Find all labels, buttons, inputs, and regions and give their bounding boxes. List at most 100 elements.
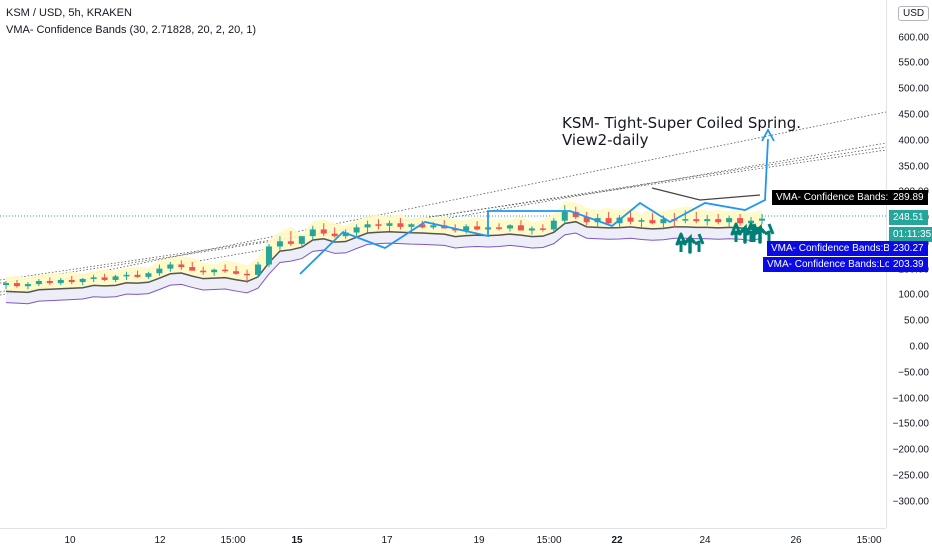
- candle-body: [287, 241, 294, 244]
- x-tick-label: 15: [291, 535, 303, 546]
- countdown-badge: 01:11:35: [889, 227, 932, 242]
- plot-badge-label: VMA- Confidence Bands:Plot: [772, 190, 910, 205]
- candle-body: [660, 219, 667, 224]
- plot-badge-value: 289.89: [889, 190, 928, 205]
- candle-body: [528, 228, 535, 231]
- candle-body: [693, 219, 700, 222]
- candle-body: [309, 229, 316, 237]
- candle-body: [298, 236, 305, 244]
- plot-line: [651, 187, 761, 201]
- y-tick-label: 450.00: [898, 109, 929, 121]
- x-tick-label: 12: [154, 535, 166, 546]
- candle-body: [90, 277, 97, 279]
- candle-body: [550, 220, 557, 230]
- candle-body: [112, 276, 119, 280]
- candle-body: [145, 273, 152, 277]
- y-tick-label: −300.00: [892, 496, 929, 508]
- candle-body: [627, 217, 634, 222]
- candle-body: [35, 281, 42, 285]
- candle-body: [79, 278, 86, 283]
- symbol-title[interactable]: KSM / USD, 5h, KRAKEN: [6, 7, 132, 19]
- candle-body: [430, 225, 437, 228]
- basis-line: [5, 220, 763, 294]
- x-tick-label: 26: [790, 535, 802, 546]
- candle-body: [561, 211, 568, 221]
- candle-body: [419, 224, 426, 228]
- y-tick-label: −200.00: [892, 444, 929, 456]
- candle-body: [649, 220, 656, 224]
- candle-body: [737, 218, 744, 224]
- x-tick-label: 15:00: [536, 535, 562, 546]
- x-tick-label: 10: [64, 535, 76, 546]
- projection-arrowhead: [761, 128, 775, 142]
- time-axis[interactable]: 10 12 15:00 15 17 19 15:00 22 24 26 15:00: [0, 528, 886, 551]
- y-tick-label: 350.00: [898, 161, 929, 173]
- y-tick-label: 500.00: [898, 83, 929, 95]
- candle-body: [167, 264, 174, 269]
- chart-annotation[interactable]: KSM- Tight-Super Coiled Spring. View2-da…: [562, 115, 801, 149]
- candle-body: [682, 219, 689, 221]
- up-arrow-icon: [745, 222, 757, 242]
- lower-band-line: [5, 232, 763, 305]
- candle-body: [748, 220, 755, 224]
- up-arrow-icon: [754, 223, 766, 244]
- candle-body: [320, 229, 327, 234]
- candle-body: [507, 225, 513, 229]
- candle-body: [211, 269, 218, 273]
- lower-band-fill: [6, 221, 762, 304]
- candle-body: [331, 233, 338, 237]
- up-arrow-icon: [764, 223, 775, 242]
- candle-body: [189, 267, 196, 271]
- up-arrow-icon: [684, 233, 696, 254]
- candle-body: [200, 270, 207, 273]
- candle-body: [222, 269, 229, 272]
- candle-body: [759, 218, 765, 221]
- y-tick-label: −150.00: [892, 418, 929, 430]
- candle-body: [386, 223, 393, 226]
- trend-line: [0, 149, 887, 281]
- up-arrow-icon: [694, 233, 705, 252]
- candle-body: [13, 283, 20, 287]
- annotation-line-1: KSM- Tight-Super Coiled Spring.: [562, 114, 802, 132]
- last-price-badge: 248.51: [889, 210, 928, 225]
- y-tick-label: 100.00: [898, 289, 929, 301]
- indicator-legend[interactable]: VMA- Confidence Bands (30, 2.71828, 20, …: [6, 24, 257, 36]
- x-tick-label: 17: [381, 535, 393, 546]
- up-arrow-icon: [730, 222, 742, 242]
- candle-body: [572, 211, 579, 218]
- candle-body: [342, 232, 349, 237]
- y-tick-label: 50.00: [903, 315, 929, 327]
- up-arrow-icon: [675, 232, 687, 252]
- candle-body: [353, 227, 360, 233]
- candle-body: [233, 271, 240, 274]
- annotation-line-2: View2-daily: [562, 131, 649, 149]
- candle-body: [375, 224, 382, 226]
- x-tick-label: 15:00: [220, 535, 246, 546]
- candle-body: [68, 279, 75, 283]
- candle-body: [397, 223, 404, 227]
- currency-button[interactable]: USD: [898, 6, 930, 21]
- candle-body: [704, 219, 711, 222]
- trend-line: [0, 111, 887, 293]
- candle-body: [255, 264, 261, 275]
- candle-body: [463, 226, 470, 231]
- candle-body: [715, 219, 722, 223]
- x-tick-label: 22: [611, 535, 623, 546]
- candle-body: [57, 279, 64, 284]
- candle-body: [123, 274, 130, 277]
- y-tick-label: 550.00: [898, 57, 929, 69]
- basis-badge-label: VMA- Confidence Bands:Basis: [767, 241, 912, 256]
- candle-body: [101, 277, 108, 280]
- y-tick-label: 0.00: [909, 341, 929, 353]
- candle-body: [265, 246, 272, 265]
- chart-plot-area[interactable]: [0, 0, 887, 528]
- y-tick-label: −100.00: [892, 393, 929, 405]
- candle-body: [474, 226, 481, 230]
- candle-body: [517, 225, 524, 231]
- price-chart[interactable]: [0, 0, 887, 528]
- candle-body: [364, 224, 371, 228]
- y-tick-label: 400.00: [898, 135, 929, 147]
- x-tick-label: 24: [699, 535, 711, 546]
- candle-body: [178, 264, 185, 268]
- candle-body: [638, 220, 645, 222]
